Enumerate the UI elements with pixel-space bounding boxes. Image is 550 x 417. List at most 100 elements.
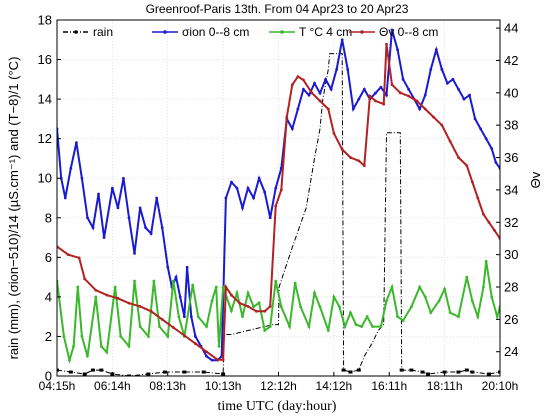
legend-marker-2 <box>280 30 284 34</box>
series-point-1 <box>155 196 159 200</box>
rain-point <box>90 368 95 372</box>
series-point-2 <box>68 358 71 362</box>
series-point-3 <box>457 156 460 159</box>
series-point-3 <box>160 317 164 321</box>
series-point-3 <box>285 115 289 119</box>
series-point-2 <box>390 285 394 289</box>
series-point-2 <box>166 335 170 338</box>
series-point-1 <box>80 176 84 180</box>
series-point-2 <box>396 315 399 319</box>
series-point-1 <box>418 107 422 111</box>
series-point-1 <box>59 176 63 180</box>
right-tick-label: 28 <box>504 280 518 295</box>
series-point-3 <box>94 288 98 292</box>
series-point-2 <box>401 319 405 323</box>
series-point-1 <box>63 196 67 200</box>
left-tick-label: 14 <box>38 92 52 107</box>
rain-point <box>409 368 414 372</box>
rain-point <box>68 370 73 374</box>
series-point-1 <box>494 161 498 164</box>
rain-point <box>420 370 425 374</box>
series-point-1 <box>178 295 182 299</box>
series-point-3 <box>357 159 361 163</box>
series-point-2 <box>76 285 80 289</box>
series-point-1 <box>423 93 427 97</box>
series-point-2 <box>338 305 341 309</box>
legend-label-3: Θv 0--8 cm <box>379 25 438 39</box>
x-axis-label: time UTC (day:hour) <box>218 399 337 414</box>
series-point-3 <box>246 305 250 308</box>
series-point-1 <box>302 87 305 91</box>
series-point-3 <box>254 309 258 313</box>
series-point-3 <box>116 296 120 300</box>
series-point-3 <box>296 75 300 79</box>
series-point-1 <box>210 358 214 362</box>
rain-point <box>126 374 131 376</box>
series-point-1 <box>97 192 100 196</box>
rain-point <box>356 368 361 372</box>
series-point-3 <box>171 326 175 329</box>
series-point-1 <box>296 107 300 111</box>
left-tick-label: 2 <box>45 329 52 344</box>
series-point-2 <box>221 285 225 289</box>
series-point-1 <box>290 127 294 131</box>
series-point-1 <box>138 206 142 210</box>
series-point-3 <box>493 228 496 232</box>
series-point-2 <box>332 295 336 299</box>
series-point-2 <box>177 315 181 319</box>
series-point-3 <box>487 220 491 224</box>
rain-point <box>162 370 167 374</box>
right-tick-label: 44 <box>504 21 518 36</box>
legend: rain σion 0--8 cm T °C 4 cm Θv 0--8 cm <box>63 25 438 39</box>
series-point-1 <box>434 48 438 52</box>
series-point-3 <box>263 309 267 313</box>
series-point-1 <box>440 68 444 71</box>
series-point-2 <box>318 305 322 309</box>
x-tick-label: 06:14h <box>94 379 131 393</box>
series-point-3 <box>274 204 278 208</box>
rain-point <box>426 372 431 376</box>
series-point-1 <box>235 186 239 190</box>
x-tick-label: 08:13h <box>149 379 186 393</box>
series-point-2 <box>371 325 375 328</box>
series-point-1 <box>122 176 125 180</box>
series-point-1 <box>374 91 377 95</box>
series-point-2 <box>495 315 499 319</box>
y-axis-label-right: Θv <box>528 171 543 188</box>
series-point-3 <box>398 91 402 95</box>
series-point-2 <box>326 329 330 332</box>
series-point-2 <box>263 329 267 332</box>
series-point-2 <box>484 259 488 263</box>
left-tick-label: 0 <box>45 369 52 384</box>
series-point-2 <box>490 295 494 299</box>
legend-marker-3 <box>360 30 364 34</box>
series-point-1 <box>86 216 89 220</box>
series-point-2 <box>293 281 297 285</box>
series-point-1 <box>116 206 120 210</box>
series-point-2 <box>152 279 156 283</box>
series-point-1 <box>401 77 405 81</box>
series-point-1 <box>160 226 164 230</box>
series-point-2 <box>210 299 214 303</box>
series-point-1 <box>263 190 267 194</box>
series-point-2 <box>113 285 117 289</box>
series-point-2 <box>481 285 485 289</box>
series-point-2 <box>379 325 383 328</box>
series-point-1 <box>351 107 355 111</box>
series-point-3 <box>302 78 305 82</box>
series-point-2 <box>62 335 66 338</box>
series-point-3 <box>127 301 131 305</box>
series-point-1 <box>274 186 278 190</box>
rain-point <box>348 370 353 374</box>
series-point-2 <box>214 285 218 289</box>
right-tick-label: 34 <box>504 182 518 197</box>
series-point-2 <box>385 299 388 303</box>
series-point-1 <box>194 335 197 338</box>
right-tick-label: 42 <box>504 53 518 68</box>
series-line-1 <box>57 29 500 362</box>
series-point-2 <box>196 315 200 319</box>
left-tick-label: 18 <box>38 13 52 28</box>
series-point-2 <box>241 315 244 319</box>
x-tick-label: 18:11h <box>427 379 463 393</box>
